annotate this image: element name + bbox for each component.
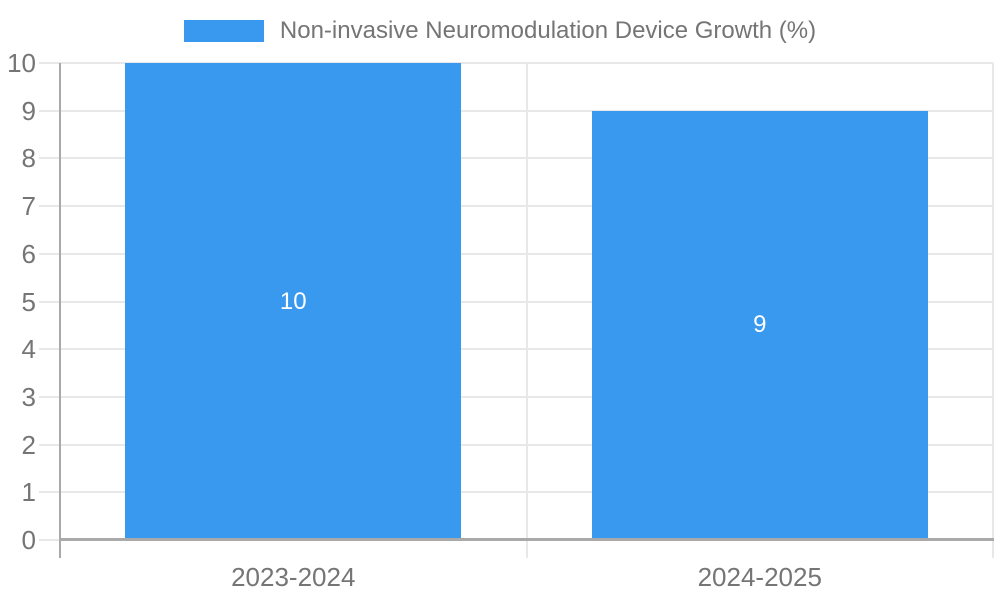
- y-gridline: [39, 348, 993, 351]
- y-gridline: [39, 109, 993, 112]
- y-tick-label: 0: [21, 525, 36, 555]
- y-gridline: [39, 443, 993, 446]
- bar: [591, 110, 928, 540]
- y-tick-label: 6: [21, 238, 36, 269]
- plot-right-boundary-line: [992, 63, 994, 558]
- x-axis-line: [59, 538, 994, 541]
- y-gridline: [39, 252, 993, 255]
- y-gridline: [39, 62, 993, 64]
- category-divider-line: [526, 63, 528, 558]
- y-gridline: [39, 300, 993, 303]
- y-tick-label: 7: [21, 191, 36, 222]
- y-tick-label: 9: [21, 95, 36, 126]
- legend: Non-invasive Neuromodulation Device Grow…: [0, 16, 1000, 46]
- legend-swatch: [183, 20, 264, 42]
- y-tick-label: 4: [21, 334, 36, 365]
- y-tick-label: 5: [21, 286, 36, 317]
- y-gridline: [39, 205, 993, 208]
- y-gridline: [39, 157, 993, 160]
- y-tick-label: 2: [21, 429, 36, 460]
- y-gridline: [39, 395, 993, 398]
- y-tick-label: 1: [21, 477, 36, 508]
- y-axis-tick: [39, 539, 60, 541]
- legend-label: Non-invasive Neuromodulation Device Grow…: [279, 17, 817, 44]
- bar-value-label: 10: [279, 287, 307, 315]
- x-category-label: 2024-2025: [697, 562, 822, 592]
- y-tick-label: 3: [21, 381, 36, 412]
- bar-value-label: 9: [753, 311, 767, 339]
- y-tick-label: 8: [21, 143, 36, 174]
- y-axis-line: [59, 63, 61, 558]
- y-gridline: [39, 491, 993, 494]
- x-category-label: 2023-2024: [231, 562, 356, 592]
- plot-area: 10 9: [39, 62, 994, 558]
- bar: [125, 63, 462, 540]
- y-tick-label: 10: [7, 48, 36, 78]
